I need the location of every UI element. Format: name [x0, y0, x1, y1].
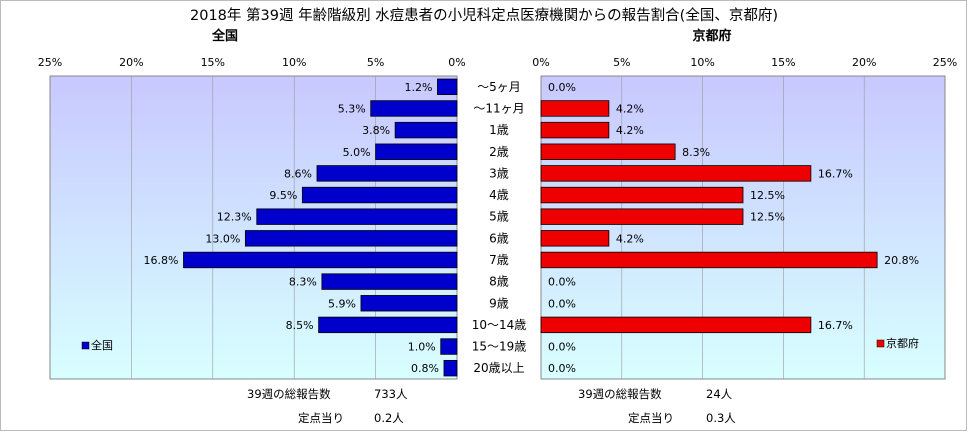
- national-bar: [256, 208, 458, 225]
- national-value-label: 5.9%: [328, 297, 356, 310]
- kyoto-per-label: 定点当り: [628, 411, 674, 425]
- category-label: 10～14歳: [472, 318, 527, 332]
- left-tick-label: 5%: [367, 56, 384, 69]
- left-tick-label: 20%: [119, 56, 143, 69]
- left-tick-label: 15%: [201, 56, 225, 69]
- right-tick-label: 5%: [613, 56, 630, 69]
- national-bar: [183, 251, 458, 269]
- national-bar: [321, 273, 458, 290]
- kyoto-value-label: 4.2%: [616, 102, 644, 115]
- right-tick-label: 20%: [852, 56, 876, 69]
- category-label: 6歳: [489, 231, 509, 245]
- kyoto-value-label: 0.0%: [548, 276, 576, 289]
- kyoto-value-label: 8.3%: [682, 146, 710, 159]
- category-label: 9歳: [489, 296, 509, 310]
- kyoto-bar: [540, 230, 610, 247]
- kyoto-value-label: 4.2%: [616, 124, 644, 137]
- legend-kyoto-swatch: [876, 339, 885, 348]
- national-bar: [244, 230, 458, 247]
- national-bar: [443, 359, 458, 377]
- category-label: 8歳: [489, 275, 509, 289]
- left-tick-label: 0%: [448, 56, 465, 69]
- kyoto-bar: [540, 208, 744, 225]
- category-label: 5歳: [489, 210, 509, 224]
- national-bar: [370, 100, 458, 117]
- national-value-label: 12.3%: [217, 211, 252, 224]
- legend-national: 全国: [81, 338, 113, 352]
- category-label: ～11ヶ月: [473, 101, 524, 115]
- left-tick-label: 25%: [38, 56, 62, 69]
- kyoto-value-label: 0.0%: [548, 81, 576, 94]
- left-panel-title: 全国: [211, 28, 238, 44]
- right-tick-label: 15%: [771, 56, 795, 69]
- kyoto-value-label: 0.0%: [548, 341, 576, 354]
- kyoto-bar: [540, 121, 610, 139]
- national-value-label: 3.8%: [362, 124, 390, 137]
- right-panel-title: 京都府: [692, 28, 731, 44]
- kyoto-bar: [540, 186, 744, 204]
- national-value-label: 8.6%: [284, 167, 312, 180]
- kyoto-value-label: 0.0%: [548, 297, 576, 310]
- national-bar: [375, 143, 458, 160]
- national-value-label: 8.5%: [286, 319, 314, 332]
- legend-kyoto-label: 京都府: [886, 336, 919, 350]
- category-label: 3歳: [489, 166, 509, 180]
- national-value-label: 9.5%: [269, 189, 297, 202]
- kyoto-per-value: 0.3人: [706, 411, 736, 425]
- national-bar: [437, 78, 458, 96]
- national-bar: [316, 165, 458, 182]
- kyoto-bar: [540, 100, 610, 117]
- category-label: ～5ヶ月: [477, 80, 521, 94]
- chart-title: 2018年 第39週 年齢階級別 水痘患者の小児科定点医療機関からの報告割合(全…: [190, 6, 778, 24]
- category-label: 7歳: [489, 253, 509, 267]
- national-value-label: 0.8%: [411, 362, 439, 375]
- national-bar: [440, 338, 458, 355]
- kyoto-bar: [540, 165, 812, 182]
- national-value-label: 5.0%: [343, 146, 371, 159]
- legend-national-swatch: [81, 341, 90, 350]
- national-value-label: 1.0%: [408, 341, 436, 354]
- kyoto-value-label: 16.7%: [818, 319, 853, 332]
- kyoto-bar: [540, 143, 676, 160]
- national-bar: [360, 295, 458, 312]
- right-tick-label: 0%: [532, 56, 549, 69]
- national-value-label: 13.0%: [205, 232, 240, 245]
- kyoto-value-label: 12.5%: [750, 189, 785, 202]
- kyoto-total-value: 24人: [706, 387, 733, 401]
- category-label: 1歳: [489, 123, 509, 137]
- left-tick-label: 10%: [282, 56, 306, 69]
- kyoto-total-label: 39週の総報告数: [578, 387, 662, 401]
- left-plot-area: [49, 75, 458, 380]
- kyoto-value-label: 0.0%: [548, 362, 576, 375]
- national-value-label: 5.3%: [338, 102, 366, 115]
- right-plot-area: [540, 75, 946, 380]
- kyoto-value-label: 12.5%: [750, 211, 785, 224]
- national-bar: [301, 186, 458, 204]
- national-bar: [318, 316, 458, 334]
- legend-kyoto: 京都府: [876, 336, 919, 350]
- kyoto-bar: [540, 251, 878, 269]
- kyoto-value-label: 16.7%: [818, 167, 853, 180]
- kyoto-value-label: 20.8%: [884, 254, 919, 267]
- right-tick-label: 10%: [690, 56, 714, 69]
- right-tick-label: 25%: [933, 56, 957, 69]
- national-per-label: 定点当り: [298, 411, 344, 425]
- national-total-value: 733人: [374, 387, 408, 401]
- category-label: 20歳以上: [473, 361, 524, 375]
- kyoto-bar: [540, 316, 812, 334]
- national-value-label: 8.3%: [289, 276, 317, 289]
- national-total-label: 39週の総報告数: [247, 387, 331, 401]
- kyoto-value-label: 4.2%: [616, 232, 644, 245]
- national-per-value: 0.2人: [374, 411, 404, 425]
- legend-national-label: 全国: [91, 338, 113, 352]
- national-value-label: 1.2%: [405, 81, 433, 94]
- national-value-label: 16.8%: [144, 254, 179, 267]
- category-label: 15～19歳: [472, 340, 527, 354]
- category-label: 2歳: [489, 145, 509, 159]
- category-label: 4歳: [489, 188, 509, 202]
- national-bar: [394, 121, 458, 139]
